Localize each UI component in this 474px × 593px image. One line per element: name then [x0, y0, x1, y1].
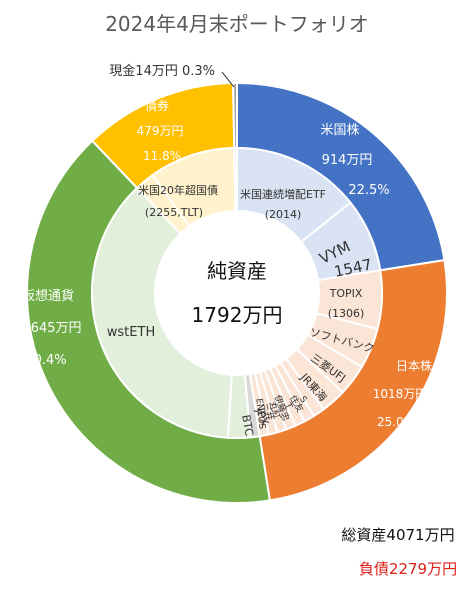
- cash-leader-line: [221, 71, 235, 88]
- inner-label-us-div-etf-code: (2014): [265, 208, 302, 221]
- outer-label-crypto-name: 仮想通貨: [22, 288, 74, 304]
- total-assets: 総資産4071万円: [341, 526, 454, 544]
- inner-label-btc: BTC: [239, 414, 256, 438]
- inner-label-topix-code: (1306): [328, 307, 365, 320]
- inner-label-topix-name: TOPIX: [329, 287, 363, 300]
- inner-ring-segment-15: [91, 186, 233, 439]
- outer-ring: [26, 81, 448, 504]
- inner-label-mitsui: 三井: [260, 401, 275, 421]
- outer-label-us-stock-percent: 22.5%: [348, 183, 389, 198]
- outer-label-jp-stock-name: 日本株: [396, 358, 432, 373]
- outer-label-jp-stock-amount: 1018万円: [373, 387, 428, 401]
- center-label: 純資産: [207, 259, 267, 283]
- inner-label-s: S: [297, 395, 309, 406]
- inner-label-us-bond-code: (2255,TLT): [145, 206, 203, 219]
- outer-label-bond-percent: 11.8%: [143, 149, 181, 163]
- inner-ring-segment-18: [233, 146, 238, 213]
- center-value: 1792万円: [192, 303, 283, 327]
- outer-label-crypto-percent: 40.4%: [25, 353, 66, 368]
- inner-label-t: T: [282, 401, 294, 412]
- outer-ring-segment-4: [232, 81, 238, 150]
- inner-label-us-bond-name: 米国20年超国債: [138, 183, 218, 197]
- outer-label-us-stock-amount: 914万円: [322, 153, 373, 168]
- inner-label-eneos: ENEOS: [253, 398, 266, 430]
- outer-label-jp-stock-percent: 25.0%: [377, 415, 415, 429]
- outer-label-crypto-amount: 1645万円: [22, 321, 81, 336]
- outer-label-us-stock-name: 米国株: [320, 123, 359, 138]
- liabilities: 負債2279万円: [359, 560, 457, 578]
- inner-label-jpx: JPX: [253, 405, 272, 427]
- outer-label-bond-name: 債券: [145, 98, 169, 113]
- outer-label-bond-amount: 479万円: [137, 124, 184, 138]
- inner-label-us-div-etf-name: 米国連続増配ETF: [240, 187, 326, 201]
- outer-label-cash: 現金14万円 0.3%: [109, 63, 215, 79]
- inner-ring: [91, 146, 383, 439]
- chart-title: 2024年4月末ポートフォリオ: [105, 12, 369, 36]
- inner-label-wsteth: wstETH: [107, 325, 155, 340]
